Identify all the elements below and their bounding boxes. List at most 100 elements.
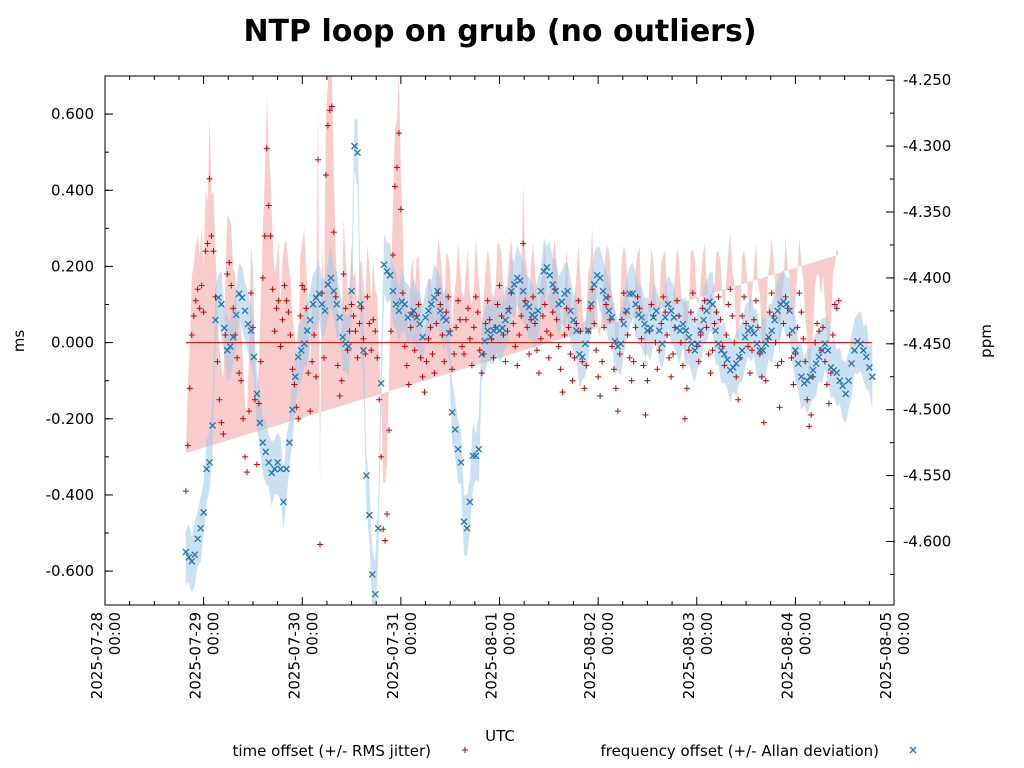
time-offset-point — [220, 430, 227, 437]
frequency-offset-point — [567, 307, 574, 315]
frequency-offset-point — [646, 324, 654, 332]
left-tick-label: 0.000 — [51, 334, 94, 352]
time-offset-point — [632, 324, 639, 331]
frequency-offset-point — [274, 458, 282, 466]
frequency-offset-point — [658, 340, 666, 348]
data-points — [182, 103, 876, 598]
frequency-offset-point — [723, 356, 731, 364]
frequency-offset-point — [617, 340, 625, 348]
time-offset-point — [271, 328, 278, 335]
time-offset-point — [182, 488, 189, 495]
time-offset-point — [328, 103, 335, 110]
time-offset-point — [200, 309, 207, 316]
frequency-offset-point — [842, 390, 850, 398]
frequency-offset-point — [244, 320, 252, 328]
frequency-offset-point — [703, 307, 711, 315]
frequency-offset-point — [584, 327, 592, 335]
frequency-offset-point — [788, 327, 796, 335]
x-tick-date: 2025-07-31 — [384, 612, 402, 699]
time-offset-point — [399, 290, 406, 297]
frequency-offset-point — [413, 313, 421, 321]
time-offset-point — [819, 324, 826, 331]
time-offset-point — [238, 377, 245, 384]
time-offset-point — [666, 354, 673, 361]
time-offset-point — [766, 309, 773, 316]
time-offset-point — [831, 301, 838, 308]
time-offset-point — [401, 343, 408, 350]
frequency-offset-point — [753, 340, 761, 348]
frequency-offset-point — [451, 425, 459, 433]
frequency-offset-point — [747, 324, 755, 332]
frequency-offset-point — [294, 353, 302, 361]
time-offset-point — [305, 370, 312, 377]
time-offset-point — [186, 385, 193, 392]
time-offset-point — [210, 248, 217, 255]
frequency-offset-point — [833, 369, 841, 377]
time-offset-point — [707, 370, 714, 377]
frequency-offset-point — [735, 353, 743, 361]
frequency-offset-point — [729, 364, 737, 371]
time-offset-point — [188, 331, 195, 338]
frequency-offset-point — [306, 316, 314, 324]
time-offset-point — [685, 347, 692, 354]
frequency-offset-point — [537, 287, 545, 295]
time-offset-point — [460, 351, 467, 358]
frequency-offset-point — [848, 360, 856, 368]
time-offset-point — [263, 145, 270, 152]
time-offset-point — [689, 290, 696, 297]
plus-marker-icon — [462, 747, 468, 753]
time-offset-point — [721, 362, 728, 369]
time-offset-point — [334, 362, 341, 369]
time-offset-point — [313, 373, 320, 380]
frequency-offset-point — [510, 281, 518, 288]
time-offset-point — [348, 301, 355, 308]
time-offset-point — [216, 396, 223, 403]
frequency-offset-point — [348, 287, 356, 295]
frequency-offset-point — [812, 360, 820, 368]
x-tick-label: 2025-07-31 00:00 — [384, 612, 420, 699]
time-offset-point — [407, 324, 414, 331]
frequency-offset-point — [717, 346, 725, 354]
frequency-offset-point — [759, 346, 767, 354]
frequency-offset-point — [362, 472, 370, 480]
time-offset-point — [731, 339, 738, 346]
time-offset-point — [322, 172, 329, 179]
time-offset-point — [386, 427, 393, 434]
time-offset-point — [814, 320, 821, 327]
time-offset-point — [798, 309, 805, 316]
time-offset-point — [658, 320, 665, 327]
time-offset-point — [567, 351, 574, 358]
frequency-offset-point — [859, 346, 867, 354]
time-offset-point — [496, 282, 503, 289]
time-offset-point — [748, 347, 755, 354]
frequency-offset-point — [765, 333, 773, 341]
time-offset-point — [595, 373, 602, 380]
frequency-offset-point — [277, 465, 285, 473]
time-offset-point — [703, 324, 710, 331]
time-offset-point — [342, 305, 349, 312]
left-tick-label: -0.600 — [46, 562, 94, 580]
time-offset-point — [291, 381, 298, 388]
right-axis-ticks: -4.250 -4.300 -4.350 -4.400 -4.450 -4.500 -4.5… — [886, 71, 951, 575]
time-offset-point — [468, 362, 475, 369]
time-offset-point — [307, 408, 314, 415]
time-offset-point — [354, 354, 361, 361]
frequency-offset-point — [351, 142, 358, 150]
time-offset-point — [829, 331, 836, 338]
frequency-offset-point — [487, 333, 495, 341]
time-offset-point — [208, 232, 215, 239]
frequency-offset-point — [857, 340, 864, 348]
time-offset-point — [543, 328, 550, 335]
frequency-offset-point — [516, 277, 524, 284]
legend-label-frequency-offset: frequency offset (+/- Allan deviation) — [601, 742, 880, 760]
time-offset-point — [628, 377, 635, 384]
frequency-offset-point — [649, 313, 657, 321]
frequency-offset-point — [623, 307, 631, 315]
time-offset-point — [677, 339, 684, 346]
frequency-offset-point — [256, 419, 264, 427]
frequency-offset-point — [791, 346, 799, 354]
frequency-offset-point — [253, 390, 261, 398]
frequency-offset-point — [217, 300, 225, 308]
time-offset-point — [275, 297, 282, 304]
frequency-offset-point — [377, 379, 385, 387]
